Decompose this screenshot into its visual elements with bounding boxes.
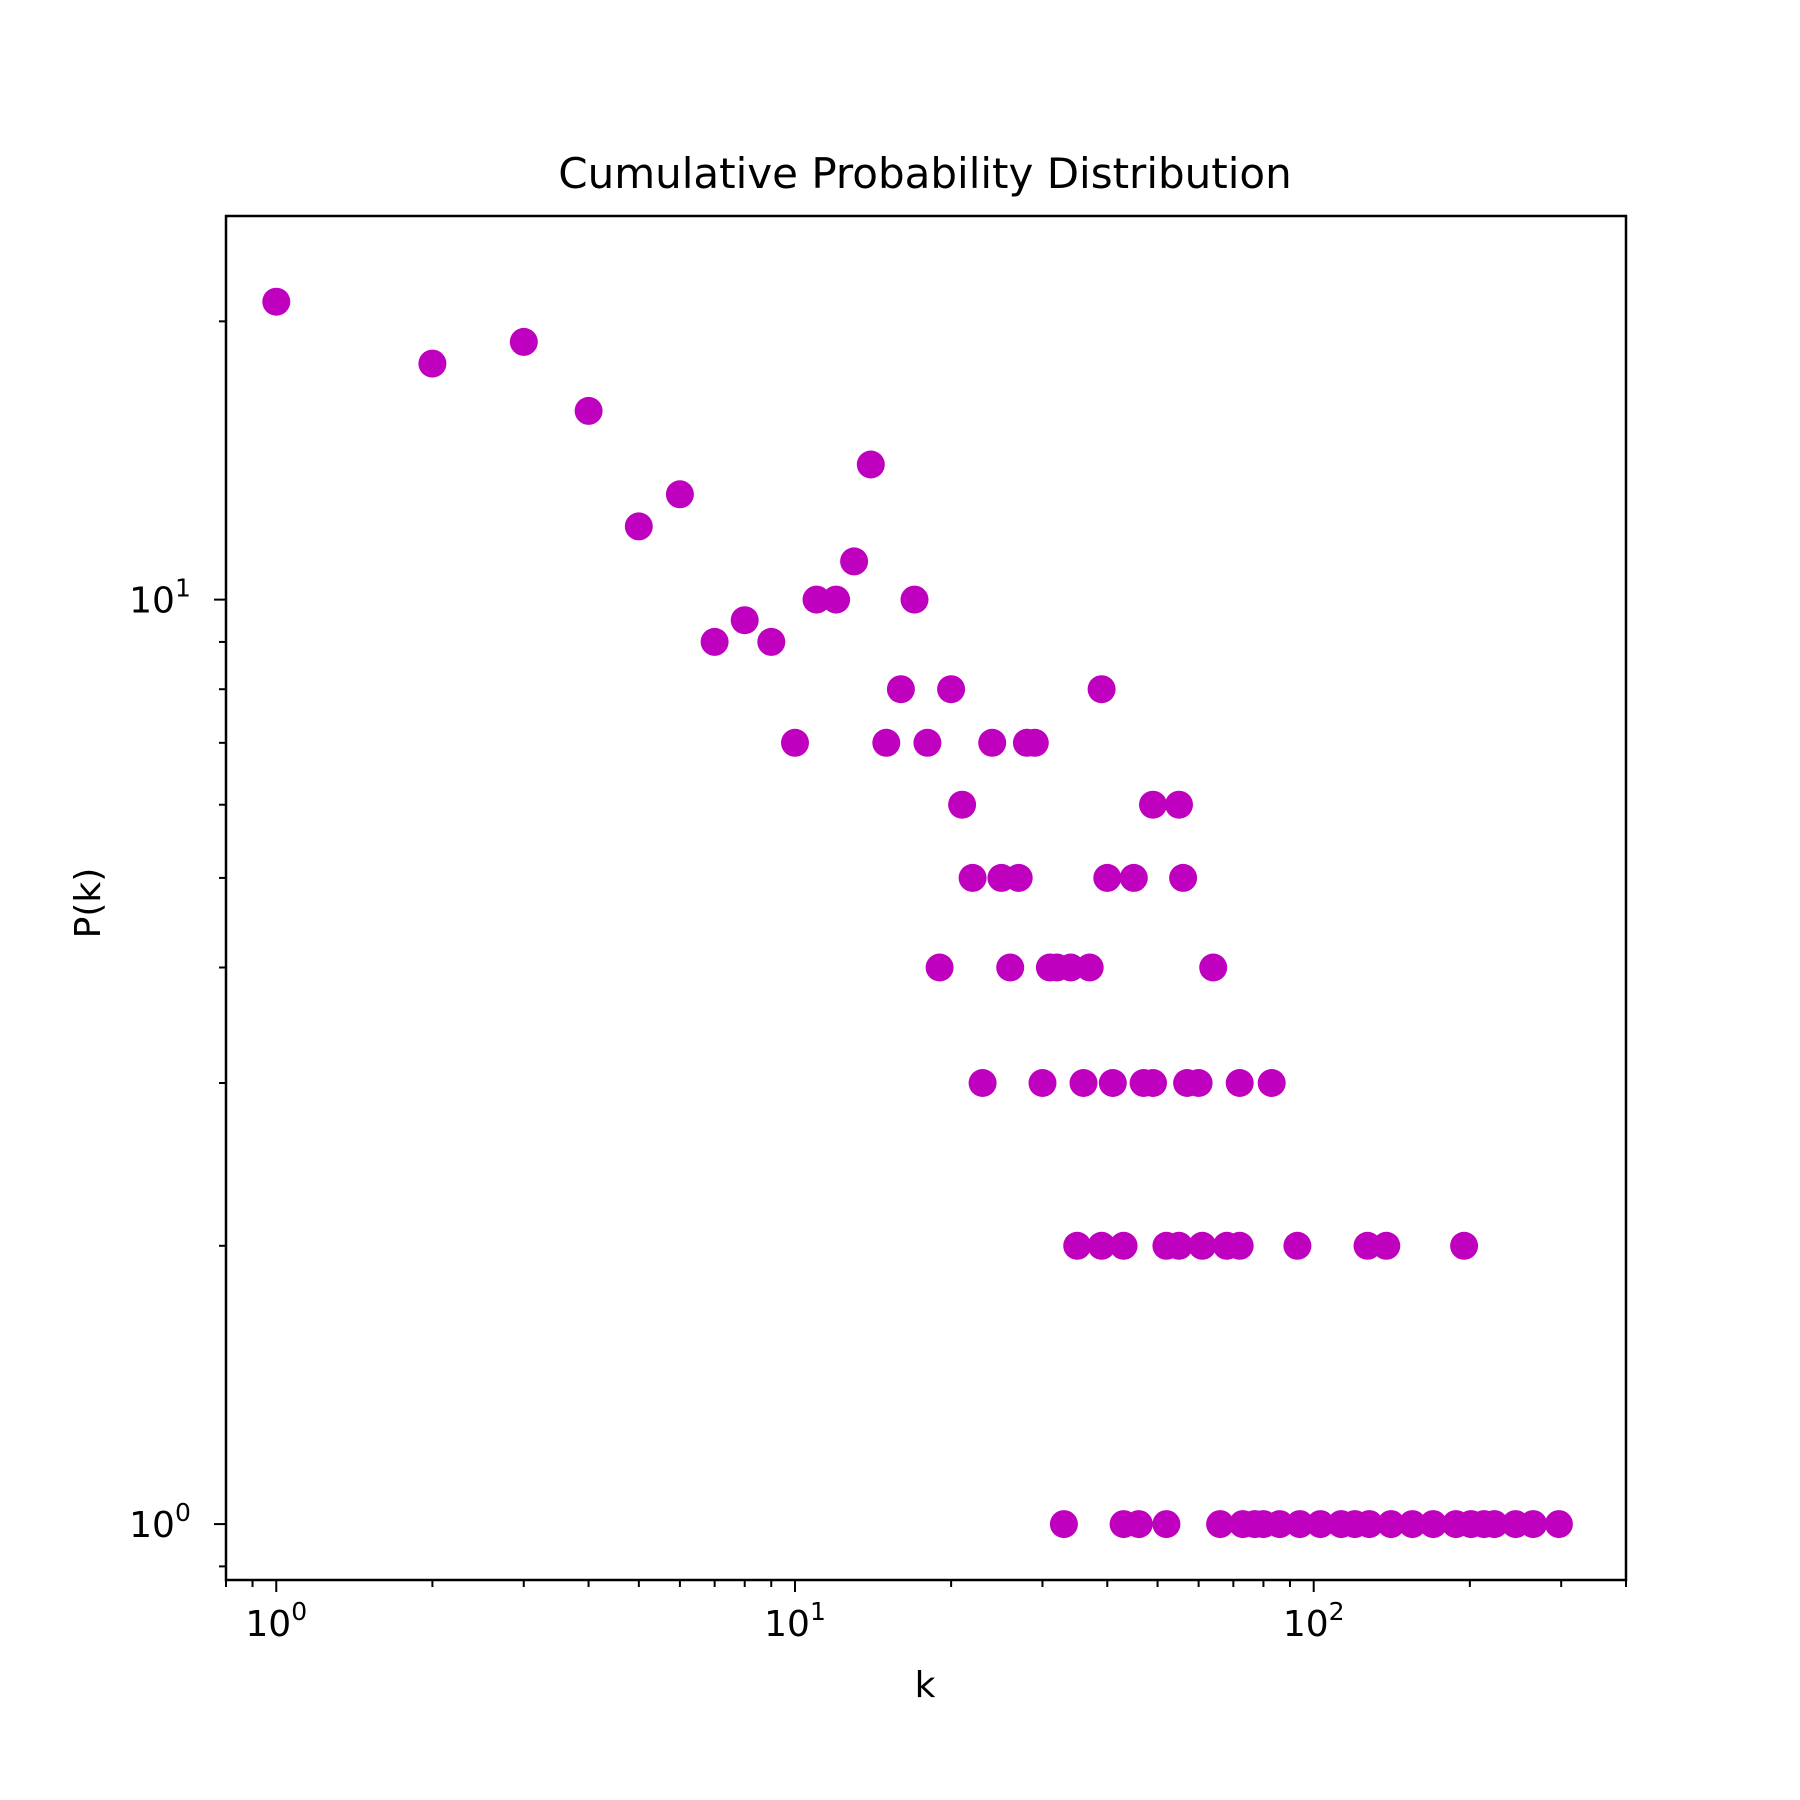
data-point: [948, 790, 977, 819]
data-point: [822, 585, 851, 614]
data-point: [1283, 1231, 1312, 1260]
data-point: [1450, 1231, 1479, 1260]
data-point: [1285, 1510, 1314, 1539]
data-point: [1020, 728, 1049, 757]
data-point: [1265, 1510, 1294, 1539]
data-point: [886, 675, 915, 704]
data-point: [872, 728, 901, 757]
data-point: [1355, 1510, 1384, 1539]
data-point: [1165, 1231, 1193, 1260]
data-point: [1028, 1069, 1057, 1097]
data-point: [1124, 1510, 1153, 1539]
data-point: [700, 627, 729, 656]
data-point: [1098, 1069, 1127, 1097]
data-point: [913, 728, 942, 757]
data-point: [418, 349, 447, 378]
plot-frame: [224, 214, 1628, 1582]
data-point: [1087, 1231, 1116, 1260]
data-point: [1225, 1069, 1254, 1097]
data-point: [757, 627, 786, 656]
data-point: [1206, 1510, 1235, 1539]
data-point: [1139, 1069, 1167, 1097]
data-point: [262, 287, 291, 316]
chart-title: Cumulative Probability Distribution: [558, 149, 1291, 198]
data-point: [1257, 1069, 1286, 1097]
data-point: [574, 396, 603, 425]
data-point: [1419, 1510, 1448, 1539]
data-point: [1004, 863, 1033, 892]
data-point: [1372, 1231, 1401, 1260]
data-point: [1063, 1231, 1092, 1260]
data-point: [730, 606, 759, 635]
data-point: [1119, 863, 1148, 892]
y-tick-label: 101: [129, 574, 191, 622]
data-point: [1169, 863, 1198, 892]
y-axis-label: P(k): [68, 868, 109, 939]
data-points-group: [262, 287, 1573, 1539]
data-point: [802, 585, 831, 614]
data-point: [937, 675, 966, 704]
data-point: [1049, 1510, 1078, 1539]
data-point: [900, 585, 929, 614]
data-point: [840, 547, 869, 576]
data-point: [665, 480, 694, 509]
data-point: [1199, 953, 1228, 982]
data-point: [624, 512, 653, 541]
data-point: [1377, 1510, 1406, 1539]
data-point: [1075, 953, 1104, 982]
data-point: [996, 953, 1025, 982]
data-point: [1480, 1510, 1509, 1539]
data-point: [1069, 1069, 1098, 1097]
data-point: [978, 728, 1007, 757]
data-point: [1152, 1510, 1181, 1539]
data-point: [1398, 1510, 1427, 1539]
data-point: [1139, 790, 1167, 819]
data-point: [1184, 1069, 1213, 1097]
data-point: [968, 1069, 997, 1097]
x-axis-label: k: [915, 1665, 936, 1706]
data-point: [1165, 790, 1193, 819]
data-point: [1519, 1510, 1548, 1539]
data-point: [1087, 675, 1116, 704]
data-point: [1093, 863, 1122, 892]
data-point: [856, 450, 885, 479]
data-point: [509, 327, 538, 356]
data-point: [1306, 1510, 1335, 1539]
data-point: [958, 863, 987, 892]
data-point: [1544, 1510, 1573, 1539]
data-point: [1188, 1231, 1217, 1260]
data-point: [1225, 1231, 1254, 1260]
data-point: [925, 953, 954, 982]
data-point: [1109, 1231, 1138, 1260]
data-point: [781, 728, 809, 757]
